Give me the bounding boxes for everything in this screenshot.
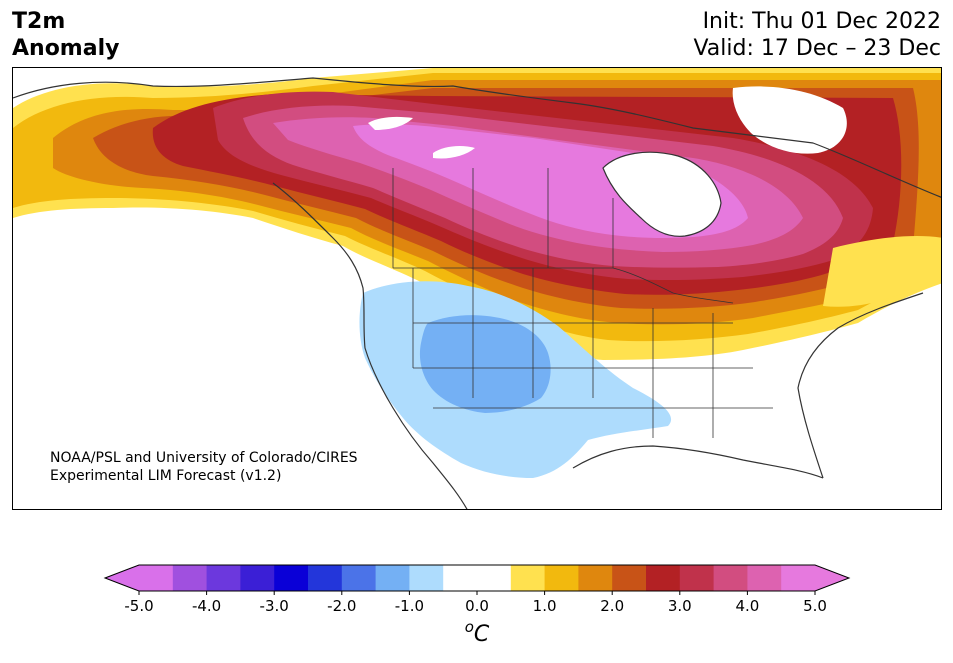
borders bbox=[392, 168, 773, 438]
east-coast bbox=[797, 292, 924, 479]
colorbar-segment bbox=[679, 565, 715, 591]
map-title: T2m Anomaly bbox=[12, 8, 119, 62]
cool-mid-blue bbox=[419, 315, 551, 413]
colorbar-segment bbox=[510, 565, 546, 591]
colorbar-segment bbox=[781, 565, 816, 591]
colorbar-segment bbox=[477, 565, 512, 591]
colorbar-segment bbox=[375, 565, 410, 591]
credit-line-1: NOAA/PSL and University of Colorado/CIRE… bbox=[50, 450, 358, 466]
valid-date: Valid: 17 Dec – 23 Dec bbox=[693, 36, 941, 61]
colorbar-segment bbox=[578, 565, 613, 591]
colorbar-tick-label: -4.0 bbox=[192, 597, 221, 615]
colorbar-tick-label: 3.0 bbox=[668, 597, 692, 615]
colorbar-tick-label: 4.0 bbox=[735, 597, 759, 615]
colorbar-segment bbox=[240, 565, 275, 591]
map-canvas bbox=[13, 68, 941, 509]
forecast-dates: Init: Thu 01 Dec 2022 Valid: 17 Dec – 23… bbox=[693, 8, 941, 62]
colorbar-tick-label: -1.0 bbox=[395, 597, 424, 615]
colorbar-tick-label: 2.0 bbox=[600, 597, 624, 615]
colorbar-segment bbox=[172, 565, 208, 591]
colorbar-segment bbox=[139, 565, 174, 591]
warm-east-yellow bbox=[823, 236, 941, 307]
title-line-2: Anomaly bbox=[12, 36, 120, 61]
us-canada-border bbox=[393, 267, 734, 304]
colorbar-tick-label: -3.0 bbox=[260, 597, 289, 615]
colorbar-tick-label: -2.0 bbox=[327, 597, 356, 615]
colorbar: -5.0 -4.0 -3.0 -2.0 -1.0 0.0 1.0 2.0 3.0 4.0 5.0 oC bbox=[0, 555, 953, 659]
init-date: Init: Thu 01 Dec 2022 bbox=[702, 9, 941, 34]
colorbar-segment bbox=[206, 565, 241, 591]
colorbar-segment bbox=[443, 565, 478, 591]
title-line-1: T2m bbox=[12, 9, 66, 34]
north-coast bbox=[13, 77, 941, 198]
data-credit: NOAA/PSL and University of Colorado/CIRE… bbox=[50, 449, 358, 485]
hudson-coast bbox=[602, 151, 722, 237]
colorbar-segment bbox=[747, 565, 782, 591]
colorbar-segment bbox=[646, 565, 681, 591]
colorbar-tick-label: 1.0 bbox=[533, 597, 557, 615]
colorbar-segment bbox=[409, 565, 444, 591]
colorbar-tick-label: 0.0 bbox=[465, 597, 489, 615]
arctic-lake-1 bbox=[368, 116, 413, 130]
colorbar-over-arrow bbox=[815, 565, 849, 591]
west-coast bbox=[272, 182, 468, 509]
coastlines bbox=[13, 77, 941, 509]
colorbar-segment bbox=[341, 565, 377, 591]
colorbar-segment bbox=[308, 565, 343, 591]
colorbar-under-arrow bbox=[105, 565, 139, 591]
gulf-coast bbox=[572, 445, 824, 479]
credit-line-2: Experimental LIM Forecast (v1.2) bbox=[50, 468, 282, 484]
hudson-bay bbox=[603, 152, 721, 237]
colorbar-segment bbox=[274, 565, 309, 591]
colorbar-canvas: -5.0 -4.0 -3.0 -2.0 -1.0 0.0 1.0 2.0 3.0 4.0 5.0 oC bbox=[103, 564, 851, 647]
colorbar-segment bbox=[544, 565, 579, 591]
colorbar-unit-label: oC bbox=[465, 618, 490, 647]
anomaly-map: NOAA/PSL and University of Colorado/CIRE… bbox=[12, 67, 942, 510]
arctic-lake-2 bbox=[433, 145, 475, 159]
colorbar-segment bbox=[612, 565, 647, 591]
colorbar-tick-label: -5.0 bbox=[124, 597, 153, 615]
colorbar-tick-label: 5.0 bbox=[803, 597, 827, 615]
colorbar-segment bbox=[713, 565, 748, 591]
